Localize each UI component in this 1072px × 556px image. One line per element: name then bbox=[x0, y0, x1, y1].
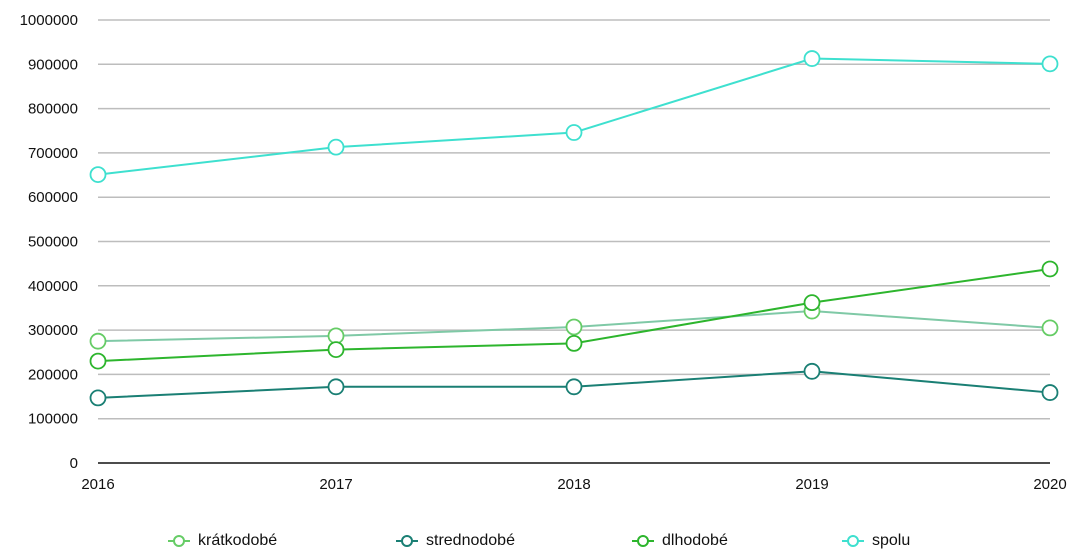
series-group bbox=[89, 50, 1059, 407]
data-point[interactable] bbox=[565, 124, 583, 141]
legend-label: strednodobé bbox=[426, 532, 515, 549]
line-chart: 0 100000 200000 300000 400000 500000 600000 700… bbox=[20, 12, 1067, 493]
y-tick-label: 500000 bbox=[28, 234, 78, 251]
y-tick-label: 0 bbox=[70, 455, 78, 472]
x-tick-label: 2019 bbox=[795, 476, 828, 493]
data-point[interactable] bbox=[1041, 55, 1059, 73]
legend-item-kratkodobe[interactable]: krátkodobé bbox=[168, 532, 277, 550]
x-tick-label: 2018 bbox=[557, 476, 590, 493]
x-axis-tick-labels: 2016 2017 2018 2019 2020 bbox=[81, 476, 1066, 493]
data-point[interactable] bbox=[565, 378, 583, 396]
y-tick-label: 1000000 bbox=[20, 12, 78, 29]
data-point[interactable] bbox=[89, 389, 107, 407]
series-line bbox=[97, 57, 1051, 176]
data-point[interactable] bbox=[1041, 384, 1059, 401]
y-tick-label: 600000 bbox=[28, 189, 78, 206]
data-point[interactable] bbox=[89, 352, 107, 370]
y-tick-label: 300000 bbox=[28, 322, 78, 339]
data-point[interactable] bbox=[565, 334, 583, 352]
data-point[interactable] bbox=[327, 341, 345, 358]
x-tick-label: 2020 bbox=[1033, 476, 1066, 493]
data-point[interactable] bbox=[327, 327, 345, 345]
y-tick-label: 900000 bbox=[28, 56, 78, 73]
data-point[interactable] bbox=[803, 294, 821, 312]
legend-item-dlhodobe[interactable]: dlhodobé bbox=[632, 532, 728, 550]
series-2 bbox=[89, 260, 1059, 370]
legend-marker-icon bbox=[168, 535, 190, 547]
y-tick-label: 100000 bbox=[28, 411, 78, 428]
legend-marker-icon bbox=[396, 535, 418, 547]
y-tick-label: 400000 bbox=[28, 278, 78, 295]
legend-item-spolu[interactable]: spolu bbox=[842, 532, 910, 550]
legend-label: spolu bbox=[872, 532, 911, 549]
series-3 bbox=[89, 50, 1059, 184]
data-point[interactable] bbox=[327, 138, 345, 156]
series-1 bbox=[89, 362, 1059, 407]
x-tick-label: 2017 bbox=[319, 476, 352, 493]
legend-label: dlhodobé bbox=[662, 532, 728, 549]
legend: krátkodobé strednodobé dlhodobé spolu bbox=[0, 532, 1072, 556]
data-point[interactable] bbox=[803, 50, 821, 67]
data-point[interactable] bbox=[89, 332, 107, 350]
legend-item-strednodobe[interactable]: strednodobé bbox=[396, 532, 515, 550]
data-point[interactable] bbox=[1041, 260, 1059, 278]
legend-marker-icon bbox=[842, 535, 864, 547]
data-point[interactable] bbox=[565, 318, 583, 336]
y-axis-tick-labels: 0 100000 200000 300000 400000 500000 600000 700… bbox=[20, 12, 78, 472]
y-tick-label: 700000 bbox=[28, 145, 78, 162]
y-tick-label: 200000 bbox=[28, 366, 78, 383]
x-tick-label: 2016 bbox=[81, 476, 114, 493]
data-point[interactable] bbox=[327, 378, 345, 396]
legend-marker-icon bbox=[632, 535, 654, 547]
legend-label: krátkodobé bbox=[198, 532, 278, 549]
gridlines bbox=[98, 19, 1050, 420]
data-point[interactable] bbox=[1041, 319, 1059, 337]
data-point[interactable] bbox=[803, 362, 821, 380]
data-point[interactable] bbox=[89, 166, 107, 184]
y-tick-label: 800000 bbox=[28, 101, 78, 118]
